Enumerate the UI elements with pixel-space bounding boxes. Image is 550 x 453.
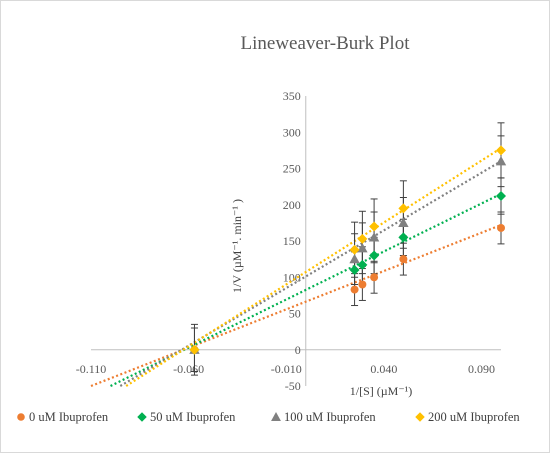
data-point-0-um-ibuprofen [370, 273, 379, 282]
data-point-50-um-ibuprofen [398, 232, 409, 243]
y-tick-label: 100 [283, 270, 301, 284]
data-point-100-um-ibuprofen [495, 156, 507, 166]
y-tick-label: 350 [283, 89, 301, 103]
x-tick-label: 0.040 [370, 362, 397, 376]
y-tick-label: 50 [289, 307, 301, 321]
legend-marker [17, 413, 25, 421]
legend-marker [415, 412, 425, 422]
x-axis-title: 1/[S] (µM⁻¹) [350, 384, 413, 398]
y-tick-label: 200 [283, 198, 301, 212]
data-point-0-um-ibuprofen [358, 280, 367, 289]
y-axis-title: 1/V (µM⁻¹. min⁻¹ ) [230, 199, 244, 293]
data-point-100-um-ibuprofen [349, 253, 360, 264]
data-point-0-um-ibuprofen [399, 255, 408, 264]
x-tick-label: 0.090 [468, 362, 495, 376]
chart-title: Lineweaver-Burk Plot [241, 33, 411, 54]
legend-item-0-um-ibuprofen: 0 uM Ibuprofen [17, 410, 109, 424]
y-tick-label: 300 [283, 125, 301, 139]
data-point-50-um-ibuprofen [357, 259, 368, 270]
y-tick-label: 150 [283, 234, 301, 248]
data-point-200-um-ibuprofen [349, 244, 360, 255]
data-point-100-um-ibuprofen [398, 217, 409, 228]
legend-item-200-um-ibuprofen: 200 uM Ibuprofen [415, 410, 520, 424]
data-point-0-um-ibuprofen [497, 223, 505, 232]
data-point-100-um-ibuprofen [368, 232, 380, 242]
data-point-0-um-ibuprofen [350, 285, 359, 294]
legend-label: 50 uM Ibuprofen [150, 410, 236, 424]
legend-marker [271, 412, 281, 421]
data-points [189, 145, 507, 355]
x-tick-label: -0.010 [271, 362, 302, 376]
legend-label: 200 uM Ibuprofen [428, 410, 520, 424]
legend-label: 0 uM Ibuprofen [29, 410, 109, 424]
data-point-50-um-ibuprofen [349, 265, 360, 275]
legend: 0 uM Ibuprofen 50 uM Ibuprofen 100 uM Ibup… [17, 410, 520, 424]
trendline-100-um-ibuprofen [119, 160, 502, 387]
axes [91, 96, 501, 386]
x-tick-label: -0.060 [173, 362, 204, 376]
data-point-200-um-ibuprofen [357, 233, 368, 244]
data-point-200-um-ibuprofen [496, 145, 506, 156]
tick-labels: -0.110 -0.060 -0.010 0.040 0.090 350 300 250 200… [76, 89, 495, 393]
data-point-200-um-ibuprofen [189, 344, 200, 355]
data-point-200-um-ibuprofen [398, 203, 409, 214]
legend-marker [137, 412, 147, 422]
data-point-200-um-ibuprofen [369, 221, 380, 232]
data-point-100-um-ibuprofen [357, 243, 368, 253]
legend-label: 100 uM Ibuprofen [284, 410, 376, 424]
legend-item-50-um-ibuprofen: 50 uM Ibuprofen [137, 410, 236, 424]
y-tick-label: 250 [283, 162, 301, 176]
y-tick-label: 0 [295, 343, 301, 357]
data-point-50-um-ibuprofen [496, 191, 506, 202]
data-point-50-um-ibuprofen [369, 250, 380, 261]
trendline-0-um-ibuprofen [90, 224, 502, 388]
x-tick-label: -0.110 [76, 362, 107, 376]
legend-item-100-um-ibuprofen: 100 uM Ibuprofen [271, 410, 376, 424]
trendline-200-um-ibuprofen [125, 147, 502, 387]
y-tick-label: -50 [285, 379, 301, 393]
trendlines [90, 147, 502, 388]
